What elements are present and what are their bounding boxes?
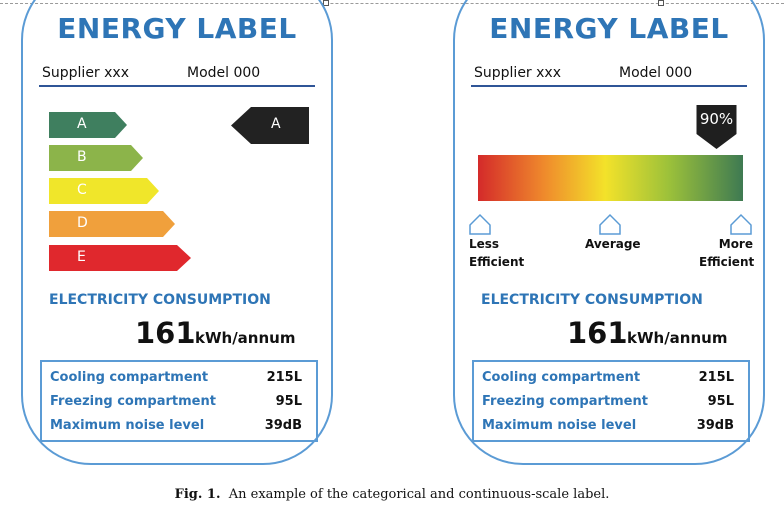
supplier-text: Supplier xxx (474, 65, 561, 81)
less-efficient-line2: Efficient (469, 255, 525, 269)
categorical-label-card: ENERGY LABEL Supplier xxx Model 000 A B … (21, 0, 333, 465)
spec-label-freezing: Freezing compartment (482, 394, 648, 409)
spec-value-noise: 39dB (696, 418, 734, 433)
spec-label-freezing: Freezing compartment (50, 394, 216, 409)
figure-caption: Fig. 1. An example of the categorical an… (0, 487, 784, 502)
more-efficient-line1: More (718, 237, 753, 251)
model-text: Model 000 (187, 65, 261, 81)
class-bar-e-shape (49, 245, 191, 271)
class-bar-a-label: A (77, 116, 87, 132)
spec-label-noise: Maximum noise level (50, 418, 205, 433)
header-rule (39, 85, 315, 87)
consumption-heading: ELECTRICITY CONSUMPTION (481, 292, 703, 308)
supplier-text: Supplier xxx (42, 65, 129, 81)
label-title: ENERGY LABEL (57, 12, 297, 45)
selection-guide-line (0, 3, 784, 4)
label-title: ENERGY LABEL (489, 12, 729, 45)
spec-value-noise: 39dB (264, 418, 302, 433)
spec-value-freezing: 95L (707, 394, 734, 409)
gradient-bar (478, 155, 743, 201)
less-efficient-label: Less Efficient (469, 235, 524, 271)
continuous-label-card: ENERGY LABEL Supplier xxx Model 000 90% … (453, 0, 765, 465)
model-text: Model 000 (619, 65, 693, 81)
score-percent-text: 90% (699, 110, 734, 128)
spec-label-cooling: Cooling compartment (50, 370, 209, 385)
class-bar-b-shape (49, 145, 143, 171)
spec-label-cooling: Cooling compartment (482, 370, 641, 385)
resize-handle-right[interactable] (658, 0, 664, 6)
class-bar-b-label: B (77, 149, 87, 165)
class-bar-c-shape (49, 178, 159, 204)
efficiency-scale (469, 105, 752, 235)
less-efficient-line1: Less (469, 237, 500, 251)
class-bar-d-label: D (77, 215, 88, 231)
consumption-unit: kWh/annum (195, 329, 296, 347)
spec-value-freezing: 95L (275, 394, 302, 409)
specs-box: Cooling compartment 215L Freezing compar… (472, 360, 750, 442)
consumption-heading: ELECTRICITY CONSUMPTION (49, 292, 271, 308)
less-efficient-pin-icon (469, 213, 491, 235)
class-bar-c-label: C (77, 182, 87, 198)
score-marker (696, 105, 737, 149)
spec-label-noise: Maximum noise level (482, 418, 637, 433)
rating-arrow-label: A (271, 116, 281, 132)
figure-caption-text: An example of the categorical and contin… (228, 487, 610, 502)
average-label: Average (585, 237, 641, 251)
consumption-unit: kWh/annum (627, 329, 728, 347)
class-bar-e-label: E (77, 249, 86, 265)
header-rule (471, 85, 747, 87)
more-efficient-label: More Efficient (699, 235, 755, 271)
more-efficient-pin-icon (730, 213, 752, 235)
consumption-value: 161 (567, 316, 628, 350)
class-bar-a-shape (49, 112, 127, 138)
spec-value-cooling: 215L (698, 370, 734, 385)
consumption-value: 161 (135, 316, 196, 350)
specs-box: Cooling compartment 215L Freezing compar… (40, 360, 318, 442)
more-efficient-line2: Efficient (699, 255, 755, 269)
class-bar-d-shape (49, 211, 175, 237)
figure-number: Fig. 1. (174, 487, 221, 502)
average-pin-icon (599, 213, 621, 235)
spec-value-cooling: 215L (266, 370, 302, 385)
resize-handle-left[interactable] (323, 0, 329, 6)
